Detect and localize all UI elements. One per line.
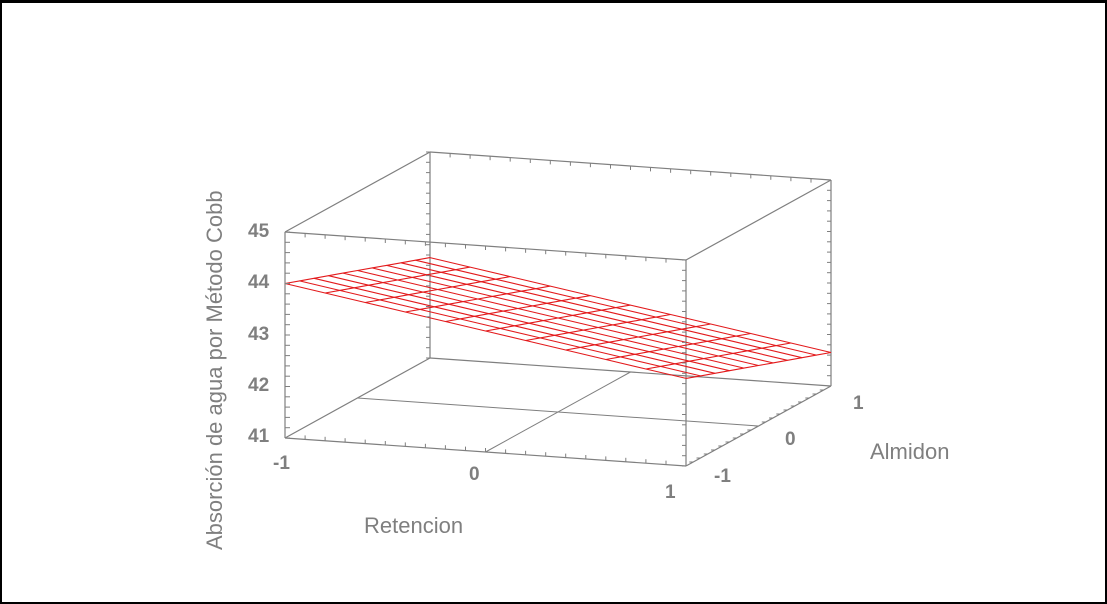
surface-mesh-line <box>313 277 716 374</box>
surface-mesh-line <box>386 264 788 361</box>
surface-mesh-line <box>415 259 817 356</box>
x-tick-label-neg1: -1 <box>273 453 290 474</box>
z-tick-label-45: 45 <box>248 221 270 242</box>
surface-mesh-line <box>357 269 759 367</box>
surface-mesh-line <box>284 282 687 379</box>
z-tick-label-44: 44 <box>248 272 270 293</box>
surface-mesh-line <box>429 257 832 354</box>
x-tick-label-1: 1 <box>665 482 676 503</box>
z-tick-label-41: 41 <box>248 426 270 447</box>
surface-mesh-line <box>328 275 730 372</box>
x-tick-label-0: 0 <box>469 464 480 485</box>
surface-mesh-line <box>299 280 701 377</box>
axes-box <box>284 151 832 467</box>
surface-plot: -1 0 1 -1 0 1 41 42 43 44 45 Retencion A… <box>202 151 949 550</box>
y-tick-label-neg1: -1 <box>714 466 731 487</box>
x-axis-label: Retencion <box>364 513 463 538</box>
z-tick-label-43: 43 <box>248 324 269 345</box>
y-tick-label-0: 0 <box>785 429 796 450</box>
z-axis-label: Absorción de agua por Método Cobb <box>202 190 227 550</box>
z-tick-label-42: 42 <box>248 375 269 396</box>
box-edge <box>284 151 431 233</box>
floor-grid <box>357 371 759 453</box>
surface-mesh-line <box>400 262 803 359</box>
y-tick-label-1: 1 <box>853 393 864 414</box>
y-axis-label: Almidon <box>870 439 949 464</box>
floor-grid-line <box>357 397 759 427</box>
surface-mesh-line <box>371 267 774 364</box>
surface-mesh-line <box>342 272 745 369</box>
response-surface <box>284 257 832 379</box>
axis-ticks <box>284 151 832 467</box>
box-edge <box>685 179 832 261</box>
